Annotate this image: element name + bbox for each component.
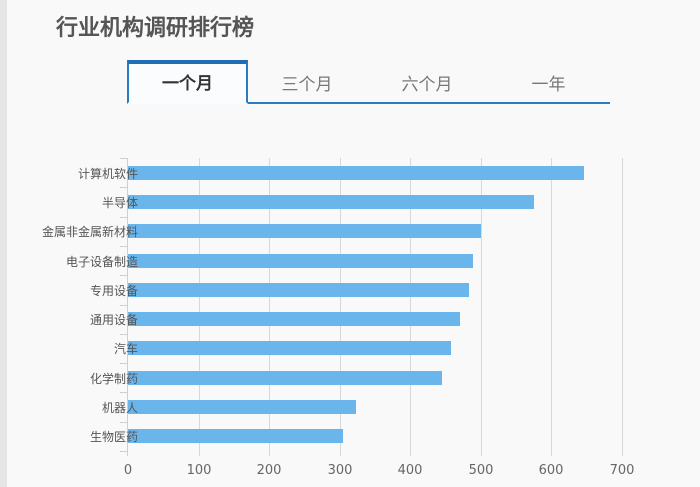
y-tick	[120, 363, 128, 364]
bar[interactable]	[128, 400, 356, 414]
gridline	[551, 158, 552, 456]
y-category-label: 机器人	[101, 401, 138, 415]
bar-chart: 0 100 200 300 400 500 600 700 计算机软件半导体金属非金属新材料电子…	[0, 150, 700, 487]
bar[interactable]	[128, 224, 481, 238]
x-tick-label: 400	[397, 463, 423, 478]
y-tick	[120, 275, 128, 276]
x-tick-label: 300	[327, 463, 353, 478]
y-tick	[120, 187, 128, 188]
bar[interactable]	[128, 254, 473, 268]
y-category-label: 计算机软件	[77, 167, 138, 181]
y-category-label: 电子设备制造	[65, 255, 138, 269]
y-category-label: 生物医药	[89, 430, 138, 444]
tab-six-months[interactable]: 六个月	[401, 75, 453, 95]
y-tick	[120, 217, 128, 218]
y-category-label: 汽车	[113, 342, 138, 356]
bar[interactable]	[128, 341, 451, 355]
y-tick	[120, 422, 128, 423]
y-tick	[120, 305, 128, 306]
y-category-label: 专用设备	[89, 284, 138, 298]
x-tick-label: 600	[538, 463, 564, 478]
bar[interactable]	[128, 371, 442, 385]
bar[interactable]	[128, 312, 460, 326]
gridline	[340, 158, 341, 456]
y-axis-line	[127, 158, 128, 456]
gridline	[199, 158, 200, 456]
tab-one-year[interactable]: 一年	[531, 75, 566, 95]
tab-one-month[interactable]: 一个月	[127, 60, 248, 104]
x-tick-label: 0	[123, 463, 133, 478]
page-title: 行业机构调研排行榜	[56, 16, 255, 41]
gridline	[410, 158, 411, 456]
y-category-label: 化学制药	[89, 372, 138, 386]
y-tick	[120, 334, 128, 335]
left-edge-bar	[0, 0, 7, 487]
bar[interactable]	[128, 429, 343, 443]
period-tabs: 一个月 三个月 六个月 一年	[127, 60, 610, 104]
y-category-label: 通用设备	[89, 313, 138, 327]
y-tick	[120, 158, 128, 159]
x-tick-label: 500	[468, 463, 494, 478]
y-category-label: 金属非金属新材料	[41, 225, 138, 239]
tab-three-months[interactable]: 三个月	[281, 75, 333, 95]
x-tick-label: 100	[186, 463, 212, 478]
x-tick-label: 700	[609, 463, 635, 478]
bar[interactable]	[128, 283, 469, 297]
y-tick	[120, 451, 128, 452]
y-tick	[120, 246, 128, 247]
y-category-label: 半导体	[101, 196, 138, 210]
bar[interactable]	[128, 166, 584, 180]
y-tick	[120, 392, 128, 393]
gridline	[622, 158, 623, 456]
bar[interactable]	[128, 195, 534, 209]
gridline	[481, 158, 482, 456]
gridline	[269, 158, 270, 456]
x-tick-label: 200	[256, 463, 282, 478]
